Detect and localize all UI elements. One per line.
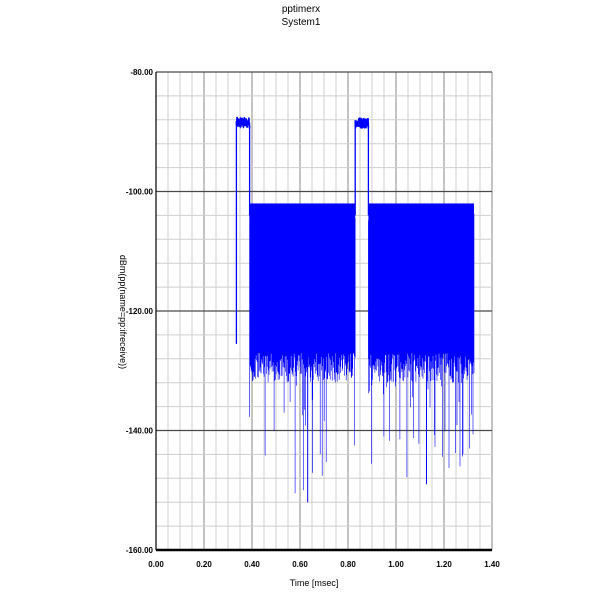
y-axis-label: dBm(pp(name=pp:ifreceive)) xyxy=(118,255,128,369)
y-tick-label: -120.00 xyxy=(126,307,154,316)
x-tick-label: 0.20 xyxy=(196,560,212,569)
chart-title-block: pptimerx System1 xyxy=(0,3,602,29)
noise-burst xyxy=(368,203,475,485)
pulse-trace xyxy=(354,117,370,129)
x-tick-label: 0.00 xyxy=(148,560,164,569)
noise-trace xyxy=(249,212,356,494)
x-tick-label: 0.80 xyxy=(340,560,356,569)
x-tick-label: 0.40 xyxy=(244,560,260,569)
x-tick-label: 1.40 xyxy=(484,560,500,569)
axes xyxy=(155,72,492,552)
x-tick-label: 1.20 xyxy=(436,560,452,569)
y-tick-labels: -80.00 -100.00 -120.00 -140.00 -160.00 xyxy=(126,68,154,555)
y-tick-label: -160.00 xyxy=(126,546,154,555)
chart-subtitle: System1 xyxy=(281,17,321,28)
plot-area xyxy=(235,116,475,503)
pulse-trace xyxy=(235,116,251,129)
y-tick-label: -80.00 xyxy=(130,68,153,77)
x-tick-label: 1.00 xyxy=(388,560,404,569)
x-axis-label: Time [msec] xyxy=(290,578,339,588)
noise-burst xyxy=(249,203,356,503)
x-tick-labels: 0.00 0.20 0.40 0.60 0.80 1.00 1.20 1.40 xyxy=(148,560,500,569)
x-tick-label: 0.60 xyxy=(292,560,308,569)
y-tick-label: -140.00 xyxy=(126,427,154,436)
y-tick-label: -100.00 xyxy=(126,188,154,197)
noise-trace xyxy=(368,212,475,478)
chart-title: pptimerx xyxy=(281,4,321,15)
